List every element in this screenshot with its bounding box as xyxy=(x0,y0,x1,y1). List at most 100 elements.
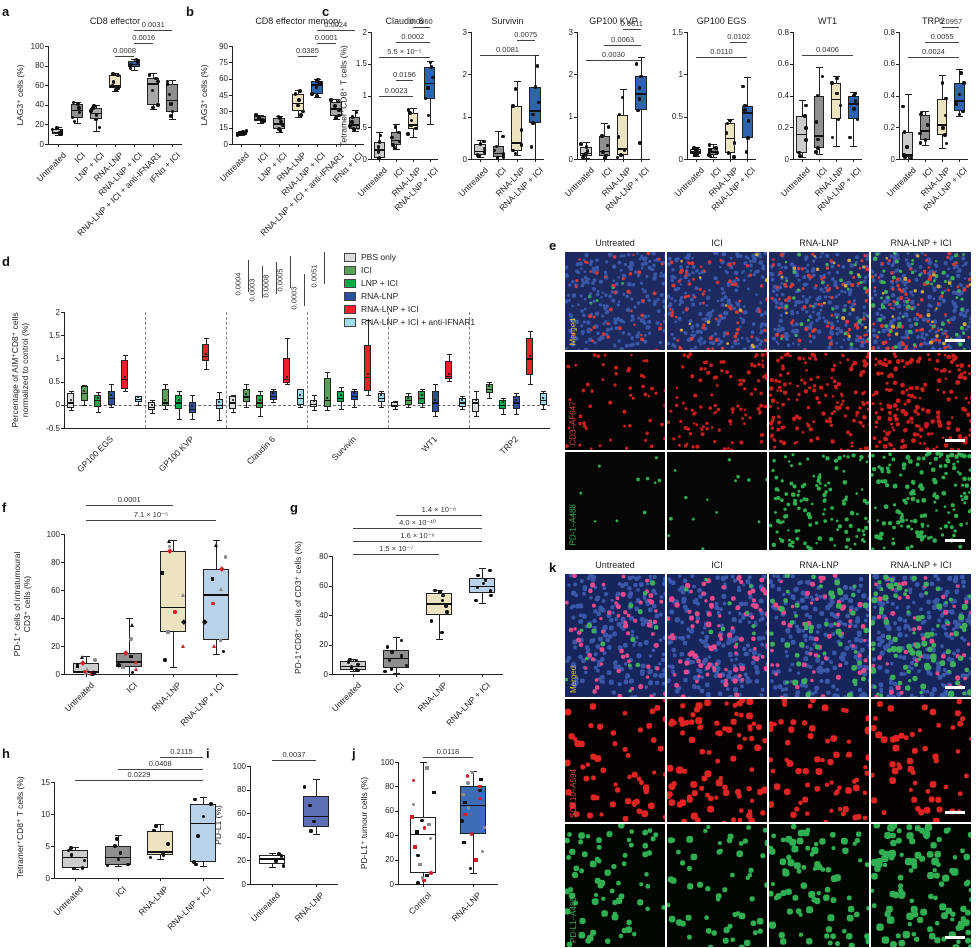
data-point xyxy=(901,104,906,109)
whisker-cap xyxy=(150,108,158,110)
micro-tile: Merged xyxy=(565,252,665,350)
y-tick xyxy=(684,74,687,76)
data-point xyxy=(835,91,839,96)
y-tick xyxy=(247,860,250,862)
significance-bar xyxy=(396,80,413,82)
median-line xyxy=(340,665,367,668)
data-point xyxy=(393,125,398,129)
data-point xyxy=(478,784,482,789)
data-point xyxy=(461,398,464,401)
median-line xyxy=(147,851,174,853)
data-point xyxy=(126,862,130,867)
y-tick-label: 0.4 xyxy=(777,91,789,100)
y-axis xyxy=(64,312,65,428)
whisker-cap xyxy=(798,157,806,159)
data-point xyxy=(470,770,475,775)
x-tick xyxy=(836,159,838,162)
y-tick xyxy=(574,159,577,160)
data-point xyxy=(213,542,218,547)
significance-bar xyxy=(604,44,641,46)
panel-c-chart-trp2: TRP2 0 0.2 0.4 0.6 0.8 Untreated ICI RNA-LNP RNA-… xyxy=(865,16,971,221)
y-tick xyxy=(61,534,64,535)
x-axis xyxy=(54,878,224,879)
box xyxy=(159,550,186,632)
data-point xyxy=(165,79,170,84)
data-point xyxy=(69,398,72,401)
panel-e-microscopy: Untreated ICI RNA-LNP RNA-LNP + ICI Merged CD… xyxy=(565,238,975,552)
data-point xyxy=(707,152,711,157)
data-point xyxy=(488,385,491,388)
whisker-cap xyxy=(82,404,88,406)
median-line xyxy=(254,118,267,121)
box xyxy=(161,388,169,406)
median-line xyxy=(377,397,385,400)
median-line xyxy=(418,397,426,400)
data-point xyxy=(71,100,76,105)
data-point xyxy=(166,630,170,634)
x-axis xyxy=(687,159,756,160)
significance-label: 1.5 × 10⁻⁷ xyxy=(379,543,414,553)
panel-d-grouped-chart: Percentage of AIM⁺CD8⁺ cells normalized … xyxy=(8,252,556,492)
whisker-cap xyxy=(169,80,177,82)
y-tick xyxy=(45,124,48,126)
significance-label: 5.5 × 10⁻⁵ xyxy=(387,47,422,57)
y-tick-label: 0.6 xyxy=(883,59,895,69)
data-point xyxy=(639,74,643,79)
data-point xyxy=(409,123,413,128)
y-tick xyxy=(574,32,577,33)
data-point xyxy=(397,139,402,144)
whisker-cap xyxy=(257,390,263,392)
box xyxy=(215,399,223,410)
data-point xyxy=(726,151,731,155)
y-tick-label: 2 xyxy=(462,69,467,79)
whisker-cap xyxy=(619,89,627,91)
data-point xyxy=(732,155,737,159)
y-tick-label: 2 xyxy=(362,27,367,37)
y-axis xyxy=(250,766,251,884)
data-point xyxy=(852,106,856,111)
whisker-cap xyxy=(126,618,134,619)
data-point xyxy=(482,825,487,830)
y-tick xyxy=(896,95,899,97)
whisker-cap xyxy=(122,355,128,357)
median-line xyxy=(175,402,183,404)
whisker-cap xyxy=(513,80,521,82)
box xyxy=(242,388,250,403)
data-point xyxy=(584,145,589,149)
data-point xyxy=(804,103,808,108)
data-point xyxy=(165,82,170,86)
data-point xyxy=(422,826,427,831)
whisker-cap xyxy=(435,638,443,640)
whisker-cap xyxy=(95,411,101,413)
median-line xyxy=(94,400,102,402)
whisker-cap xyxy=(190,394,196,396)
data-point xyxy=(69,852,74,857)
data-point xyxy=(130,670,135,675)
y-tick-label: 0.2 xyxy=(883,122,895,132)
data-point xyxy=(536,100,541,105)
speckle-layer xyxy=(565,574,567,576)
data-point xyxy=(482,139,486,144)
data-point xyxy=(519,128,524,132)
y-tick xyxy=(896,127,899,129)
panel-h-chart: Tetramer⁺CD8⁺ T cells (%) 0 5 10 15 Untreated… xyxy=(8,742,238,942)
data-point xyxy=(693,153,697,157)
y-tick-label: 100 xyxy=(30,41,44,51)
data-point xyxy=(432,588,437,593)
data-point xyxy=(272,392,275,395)
data-point xyxy=(461,792,465,797)
data-point xyxy=(191,405,194,407)
median-line xyxy=(292,102,304,105)
whisker-cap xyxy=(393,124,401,126)
y-tick-label: 20 xyxy=(51,641,60,651)
median-line xyxy=(919,130,931,132)
group-separator xyxy=(469,312,470,428)
median-line xyxy=(383,657,410,660)
data-point xyxy=(115,836,119,841)
data-point xyxy=(434,398,437,401)
significance-bar xyxy=(85,520,217,521)
data-point xyxy=(835,76,839,81)
y-tick xyxy=(247,836,250,838)
data-point xyxy=(376,150,381,155)
